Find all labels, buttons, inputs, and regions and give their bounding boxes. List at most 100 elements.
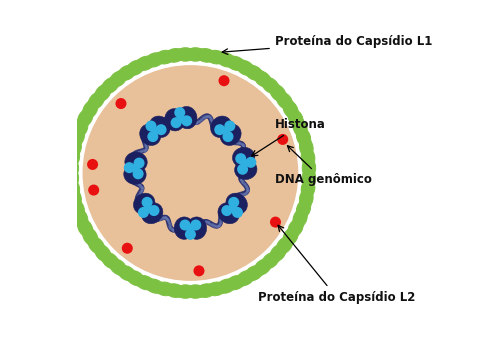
Point [245, 167, 253, 172]
Point [140, 138, 148, 143]
Point [186, 226, 194, 231]
Point [175, 225, 183, 230]
Point [134, 193, 142, 199]
Point [161, 215, 169, 220]
Ellipse shape [165, 109, 185, 131]
Ellipse shape [269, 84, 286, 102]
Point [238, 141, 246, 147]
Point [199, 116, 207, 121]
Point [134, 182, 142, 187]
Point [133, 195, 141, 201]
Ellipse shape [65, 158, 79, 178]
Point [204, 220, 212, 225]
Ellipse shape [301, 179, 315, 199]
Point [172, 122, 180, 127]
Point [156, 127, 164, 133]
Point [193, 229, 201, 235]
Ellipse shape [185, 285, 206, 298]
Point [239, 173, 247, 179]
Point [233, 206, 241, 212]
Point [201, 219, 209, 225]
Point [238, 192, 246, 198]
Point [214, 223, 222, 229]
Circle shape [180, 219, 191, 230]
Point [238, 148, 246, 154]
Point [208, 119, 216, 125]
Point [184, 112, 192, 118]
Point [156, 124, 164, 129]
Point [173, 226, 181, 232]
Point [227, 209, 235, 215]
Point [141, 142, 149, 148]
Point [141, 132, 149, 137]
Point [239, 142, 247, 148]
Point [158, 118, 166, 124]
Ellipse shape [68, 188, 81, 209]
Point [133, 198, 141, 203]
Point [243, 189, 251, 194]
Ellipse shape [185, 48, 206, 61]
Point [225, 137, 233, 142]
Ellipse shape [133, 193, 155, 214]
Point [147, 202, 155, 208]
Point [226, 130, 234, 135]
Point [135, 164, 143, 169]
Point [222, 209, 230, 215]
Point [246, 163, 253, 169]
Point [136, 165, 144, 171]
Point [141, 147, 149, 153]
Ellipse shape [302, 168, 316, 188]
Ellipse shape [70, 199, 85, 219]
Ellipse shape [175, 285, 196, 298]
Ellipse shape [124, 164, 146, 184]
Point [231, 199, 239, 205]
Point [233, 202, 241, 208]
Point [179, 222, 187, 227]
Ellipse shape [135, 275, 155, 290]
Point [172, 122, 180, 127]
Circle shape [145, 205, 151, 212]
Point [236, 140, 244, 146]
Point [165, 220, 173, 226]
Point [174, 119, 182, 125]
Point [226, 129, 234, 135]
Point [178, 113, 186, 119]
Point [162, 118, 170, 123]
Point [138, 187, 146, 192]
Point [129, 171, 137, 176]
Point [217, 215, 225, 220]
Ellipse shape [276, 236, 293, 254]
Ellipse shape [283, 100, 298, 119]
Point [143, 201, 151, 207]
Point [242, 183, 249, 189]
Ellipse shape [109, 71, 127, 87]
Point [165, 223, 173, 229]
Point [216, 220, 224, 226]
Text: Proteína do Capsídio L1: Proteína do Capsídio L1 [222, 36, 432, 54]
Point [206, 115, 214, 120]
Point [130, 151, 138, 157]
Circle shape [214, 124, 225, 135]
Point [148, 203, 156, 209]
Ellipse shape [70, 127, 85, 147]
Point [150, 131, 158, 137]
Point [189, 229, 197, 235]
Ellipse shape [276, 92, 293, 110]
Point [225, 125, 233, 130]
Point [243, 189, 251, 194]
Point [142, 131, 150, 136]
Point [154, 131, 162, 137]
Point [175, 118, 183, 124]
Point [208, 122, 216, 127]
Point [202, 219, 210, 224]
Ellipse shape [293, 208, 307, 228]
Point [130, 156, 138, 162]
Point [174, 120, 182, 125]
Point [217, 212, 225, 218]
Circle shape [145, 120, 156, 131]
Point [209, 124, 217, 129]
Point [245, 163, 253, 169]
Ellipse shape [261, 77, 279, 94]
Point [224, 124, 232, 129]
Point [245, 162, 252, 167]
